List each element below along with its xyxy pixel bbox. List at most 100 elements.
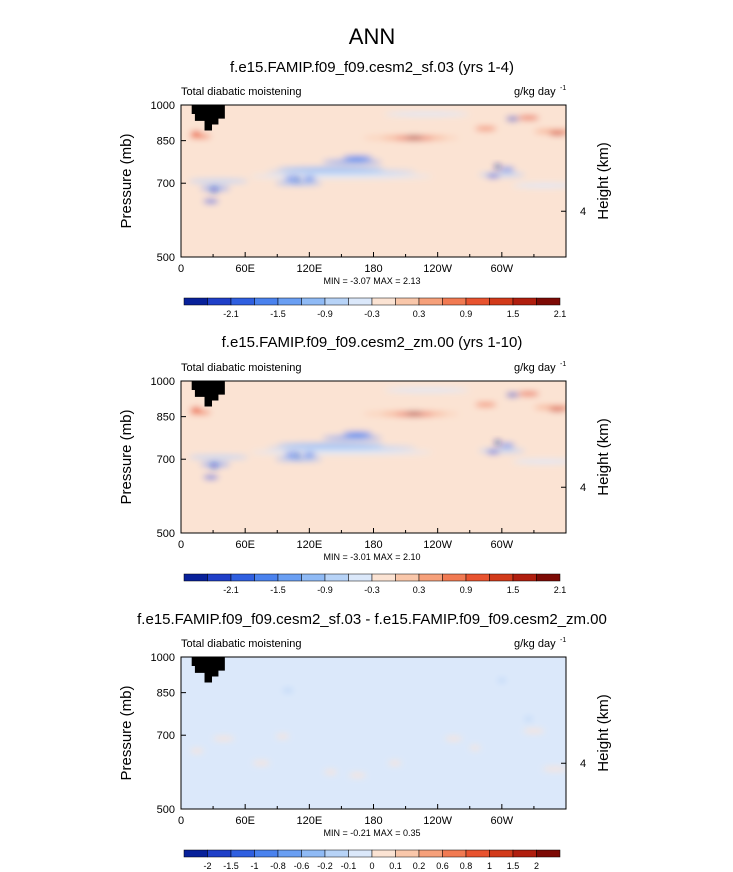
xtick-label: 60E (235, 539, 255, 551)
field-pos-streak-5 (348, 773, 367, 778)
ytick-label: 500 (157, 252, 175, 264)
colorbar-swatch (418, 297, 443, 306)
field-sa-column (478, 448, 526, 453)
colorbar: -2.1 -1.5 -0.9 -0.3 0.3 0.9 1.5 2.1 (183, 297, 567, 319)
field-ep-max (405, 411, 423, 416)
colorbar: -2 -1.5 -1 -0.8 -0.6 -0.2 -0.1 0 0.1 0.2 0.6 0.8 1 1.… (183, 849, 561, 871)
field-pos-streak-1 (213, 736, 235, 741)
plot-area (181, 381, 566, 533)
field-sa-sharp (494, 164, 501, 169)
topography (191, 381, 225, 407)
colorbar-label: -0.1 (341, 861, 357, 871)
field-pos-streak-7 (445, 736, 463, 741)
xtick-label: 60E (235, 815, 255, 827)
xtick-label: 120E (296, 539, 322, 551)
field-pos-streak-9 (523, 728, 545, 733)
field-atl-mid (512, 459, 566, 464)
xtick-label: 120E (296, 815, 322, 827)
field-africa-sharp (210, 463, 218, 468)
xtick-label: 180 (364, 263, 382, 275)
colorbar-label: -0.2 (317, 861, 333, 871)
field-pacific-min (322, 435, 383, 440)
ylabel: Pressure (mb) (118, 685, 135, 780)
topography-africa (191, 381, 225, 407)
xtick-label: 180 (364, 815, 382, 827)
field-pacific-min-2 (342, 155, 373, 160)
colorbar-swatch (207, 849, 232, 858)
units-label: g/kg day (514, 638, 556, 650)
colorbar-label: -1.5 (223, 861, 239, 871)
field-mc-sharp (295, 177, 300, 182)
colorbar-label: -1.5 (270, 585, 286, 595)
xtick-label: 60E (235, 263, 255, 275)
field (181, 105, 566, 257)
field-ep-max (405, 135, 423, 140)
colorbar-swatch (183, 297, 208, 306)
ylabel-right: Height (km) (595, 694, 612, 772)
field (181, 381, 566, 533)
colorbar-swatch (207, 297, 232, 306)
stats-label: MIN = -3.01 MAX = 2.10 (323, 552, 420, 562)
colorbar-swatch (183, 849, 208, 858)
field-sa-pos (475, 402, 497, 407)
colorbar-label: -2.1 (223, 309, 239, 319)
xtick-label: 60W (491, 539, 514, 551)
colorbar-swatch (324, 297, 349, 306)
ytick-label: 700 (157, 178, 175, 190)
ytick-label: 1000 (151, 652, 175, 664)
colorbar-swatch (536, 573, 561, 582)
colorbar-swatch (536, 849, 561, 858)
colorbar-label: 1.5 (507, 861, 520, 871)
field-sa-min (486, 173, 500, 178)
colorbar-swatch (489, 849, 514, 858)
field-africa-pos (189, 410, 211, 415)
colorbar-swatch (277, 573, 302, 582)
colorbar-swatch (465, 849, 490, 858)
field-mc-min (284, 176, 298, 181)
ytick-label: 1000 (151, 100, 175, 112)
colorbar-label: -2.1 (223, 585, 239, 595)
plot-area (181, 105, 566, 257)
colorbar-label: -0.6 (294, 861, 310, 871)
field-atl-pos-2 (517, 391, 540, 396)
xtick-label: 120E (296, 263, 322, 275)
colorbar-swatch (512, 849, 537, 858)
colorbar-label: 2.1 (554, 309, 567, 319)
colorbar-label: 0.8 (460, 861, 473, 871)
colorbar-label: 1.5 (507, 309, 520, 319)
variable-label: Total diabatic moistening (181, 362, 301, 374)
colorbar-swatch (348, 573, 373, 582)
field-sa-pos (475, 126, 497, 131)
field-pos-streak-8 (469, 745, 481, 750)
field-mc-column (275, 181, 323, 186)
colorbar-label: 0.2 (413, 861, 426, 871)
colorbar-label: 0.9 (460, 585, 473, 595)
field-pos-streak-3 (276, 734, 290, 739)
colorbar-swatch (512, 297, 537, 306)
colorbar-swatch (465, 297, 490, 306)
colorbar-label: -1 (250, 861, 258, 871)
field-pos-streak-2 (252, 761, 270, 766)
field-pacific-core (277, 443, 385, 448)
xtick-label: 180 (364, 539, 382, 551)
ytick-label: 850 (157, 136, 175, 148)
xtick-label: 60W (491, 815, 514, 827)
field-sa-column (478, 172, 526, 177)
colorbar-label: -2 (203, 861, 211, 871)
colorbar-swatch (512, 573, 537, 582)
xtick-label: 60W (491, 263, 514, 275)
ytick-label: 1000 (151, 376, 175, 388)
panel-3: f.e15.FAMIP.f09_f09.cesm2_sf.03 - f.e15.… (118, 611, 612, 871)
ytick-right-label: 4 (580, 758, 586, 770)
ylabel-right: Height (km) (595, 418, 612, 496)
panel-title: f.e15.FAMIP.f09_f09.cesm2_zm.00 (yrs 1-1… (222, 334, 523, 351)
colorbar-swatch (371, 849, 396, 858)
field-ep-low (384, 388, 470, 393)
colorbar-swatch (301, 849, 326, 858)
colorbar-swatch (442, 849, 467, 858)
field-pos-streak-6 (388, 761, 402, 766)
ytick-label: 700 (157, 730, 175, 742)
panel-title: f.e15.FAMIP.f09_f09.cesm2_sf.03 - f.e15.… (137, 611, 607, 628)
topography (191, 657, 225, 683)
ylabel: Pressure (mb) (118, 133, 135, 228)
